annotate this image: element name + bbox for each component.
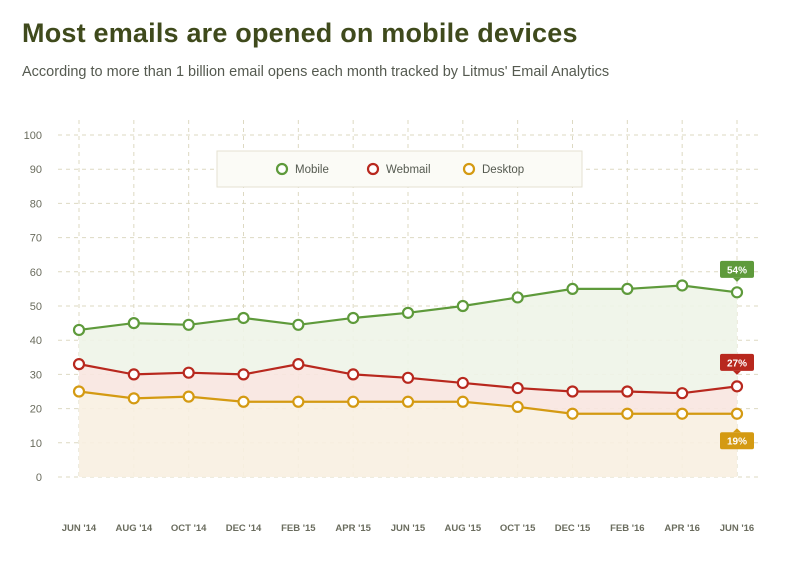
mobile-end-label-text: 54% bbox=[727, 265, 747, 276]
mobile-point bbox=[676, 279, 689, 292]
mobile-point bbox=[182, 318, 195, 331]
desktop-point bbox=[72, 385, 86, 398]
x-tick-label: JUN '16 bbox=[720, 523, 754, 534]
desktop-point bbox=[401, 395, 415, 408]
webmail-point bbox=[511, 381, 524, 395]
y-tick-label: 40 bbox=[30, 335, 42, 347]
webmail-point bbox=[182, 366, 195, 379]
x-tick-label: APR '16 bbox=[664, 523, 700, 534]
x-tick-label: FEB '15 bbox=[281, 523, 316, 534]
x-tick-label: AUG '15 bbox=[445, 523, 482, 534]
mobile-point bbox=[730, 286, 744, 299]
mobile-point bbox=[566, 282, 579, 295]
webmail-end-label-box bbox=[720, 353, 754, 371]
mobile-legend-label: Mobile bbox=[295, 164, 329, 176]
mobile-point bbox=[127, 317, 140, 330]
mobile-legend-marker bbox=[275, 162, 289, 176]
y-tick-label: 0 bbox=[36, 472, 42, 484]
mobile-end-label-box bbox=[720, 260, 754, 278]
desktop-point bbox=[730, 407, 744, 420]
desktop-point bbox=[566, 407, 579, 420]
webmail-end-label: 27% bbox=[720, 353, 754, 375]
webmail-end-label-text: 27% bbox=[727, 358, 747, 369]
webmail-end-label-pointer bbox=[733, 370, 741, 375]
y-tick-label: 10 bbox=[30, 438, 42, 450]
desktop-point bbox=[182, 390, 195, 403]
webmail-legend-marker bbox=[366, 162, 380, 176]
desktop-end-label-box bbox=[720, 432, 754, 450]
y-tick-label: 50 bbox=[30, 301, 42, 313]
chart-title: Most emails are opened on mobile devices bbox=[22, 18, 578, 48]
desktop-end-label-pointer bbox=[733, 428, 741, 433]
x-tick-label: JUN '15 bbox=[391, 523, 426, 534]
mobile-point bbox=[456, 299, 469, 313]
x-tick-label: APR '15 bbox=[335, 523, 371, 534]
desktop-legend-label: Desktop bbox=[482, 164, 524, 176]
x-axis-ticks: JUN '14 AUG '14 OCT '14 DEC '14 FEB '15 APR '… bbox=[62, 523, 754, 534]
desktop-point bbox=[511, 400, 524, 413]
webmail-point bbox=[456, 376, 469, 390]
desktop-area bbox=[79, 391, 737, 477]
y-tick-label: 100 bbox=[24, 130, 42, 142]
desktop-end-label: 19% bbox=[720, 428, 754, 450]
x-tick-label: JUN '14 bbox=[62, 523, 97, 534]
legend: Mobile Webmail Desktop bbox=[216, 150, 583, 188]
desktop-point bbox=[347, 395, 360, 408]
x-tick-label: FEB '16 bbox=[610, 523, 644, 534]
y-tick-label: 70 bbox=[30, 233, 42, 245]
series-points bbox=[72, 279, 744, 420]
x-tick-label: DEC '15 bbox=[555, 523, 591, 534]
desktop-point bbox=[676, 407, 689, 420]
webmail-point bbox=[401, 371, 415, 384]
y-tick-label: 80 bbox=[30, 198, 42, 210]
y-tick-label: 60 bbox=[30, 267, 42, 279]
webmail-point bbox=[72, 358, 86, 371]
x-tick-label: AUG '14 bbox=[116, 523, 153, 534]
webmail-point bbox=[566, 385, 579, 398]
mobile-point bbox=[401, 306, 415, 319]
x-tick-label: DEC '14 bbox=[226, 523, 262, 534]
y-tick-label: 90 bbox=[30, 164, 42, 176]
webmail-point bbox=[127, 368, 140, 381]
mobile-end-label-pointer bbox=[733, 277, 741, 282]
mobile-point bbox=[237, 311, 250, 325]
mobile-point bbox=[621, 282, 634, 295]
mobile-area bbox=[79, 285, 737, 394]
mobile-point bbox=[347, 311, 360, 325]
chart-subtitle: According to more than 1 billion email o… bbox=[22, 64, 610, 80]
desktop-point bbox=[127, 392, 140, 405]
mobile-end-label: 54% bbox=[720, 260, 754, 282]
y-tick-label: 20 bbox=[30, 404, 42, 416]
webmail-point bbox=[347, 368, 360, 381]
desktop-end-label-text: 19% bbox=[727, 437, 747, 448]
webmail-point bbox=[676, 387, 689, 400]
webmail-point bbox=[292, 358, 305, 371]
y-tick-label: 30 bbox=[30, 369, 42, 381]
desktop-point bbox=[621, 407, 634, 420]
x-tick-label: OCT '14 bbox=[171, 523, 207, 534]
desktop-point bbox=[456, 395, 469, 408]
webmail-point bbox=[237, 368, 250, 381]
webmail-legend-label: Webmail bbox=[386, 164, 431, 176]
desktop-point bbox=[292, 395, 305, 408]
mobile-point bbox=[72, 323, 86, 337]
desktop-legend-marker bbox=[462, 162, 476, 176]
desktop-point bbox=[237, 395, 250, 408]
mobile-point bbox=[511, 291, 524, 304]
x-tick-label: OCT '15 bbox=[500, 523, 536, 534]
webmail-point bbox=[621, 385, 634, 398]
webmail-point bbox=[730, 380, 744, 393]
end-value-labels: 54% 27% 19% bbox=[720, 260, 754, 450]
mobile-point bbox=[292, 318, 305, 331]
y-axis-ticks: 0 10 20 30 40 50 60 70 80 90 100 bbox=[24, 130, 42, 484]
